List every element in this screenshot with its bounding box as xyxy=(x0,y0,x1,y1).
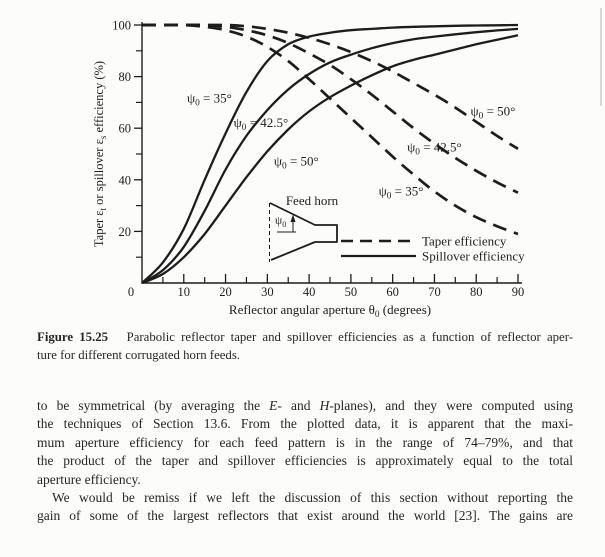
text-line: ture for different corrugated horn feeds… xyxy=(37,348,241,362)
y-tick-label: 20 xyxy=(119,225,132,239)
spillover-42.5deg-curve xyxy=(141,27,519,284)
text-line: the product of the taper and spillover e… xyxy=(37,453,573,469)
x-tick-label: 0 xyxy=(128,285,134,299)
feed-horn-outline xyxy=(269,202,338,261)
axes: 0 10 20 30 40 50 60 70 80 90 20 40 60 80 100 xyxy=(112,19,524,300)
taper-42.5deg-curve xyxy=(142,23,519,194)
text-line: gain of some of the largest reflectors t… xyxy=(37,508,573,524)
y-tick-label: 40 xyxy=(119,173,132,187)
text-line: the techniques of Section 13.6. From the… xyxy=(37,416,573,432)
legend-label: Spillover efficiency xyxy=(422,249,525,264)
taper-50deg-curve xyxy=(142,23,519,150)
spillover-42.5deg-label: ψ0 = 42.5° xyxy=(234,115,289,133)
legend-label: Taper efficiency xyxy=(422,234,507,249)
figure-caption: Figure 15.25 Parabolic reflector taper a… xyxy=(37,328,573,364)
x-tick-label: 40 xyxy=(303,285,316,299)
x-tick-label: 70 xyxy=(428,285,441,299)
body-text: to be symmetrical (by averaging the E- a… xyxy=(37,397,573,526)
x-tick-label: 80 xyxy=(470,285,483,299)
y-tick-label: 80 xyxy=(119,70,132,84)
text-line: mum aperture efficiency for each feed pa… xyxy=(37,434,573,450)
y-tick-label: 100 xyxy=(112,19,131,33)
text-line: We would be remiss if we left the discus… xyxy=(52,490,573,506)
taper-35deg-curve xyxy=(142,23,519,236)
efficiency-chart: 0 10 20 30 40 50 60 70 80 90 20 40 60 80 100 Reflector … xyxy=(92,19,525,321)
spillover-35deg-curve xyxy=(141,23,519,284)
angle-arrow-head xyxy=(290,214,296,222)
x-tick-label: 20 xyxy=(219,285,232,299)
x-tick-label: 10 xyxy=(178,285,191,299)
x-tick-label: 50 xyxy=(345,285,358,299)
text-line: Figure 15.25 Parabolic reflector taper a… xyxy=(37,330,573,344)
x-axis-title: Reflector angular aperture θ0 (degrees) xyxy=(229,302,431,320)
y-tick-label: 60 xyxy=(119,122,132,136)
text-line: to be symmetrical (by averaging the E- a… xyxy=(37,398,574,413)
x-tick-label: 90 xyxy=(512,285,525,299)
x-tick-label: 60 xyxy=(386,285,399,299)
taper-35deg-label: ψ0 = 35° xyxy=(379,183,424,201)
figure-15-25: 0 10 20 30 40 50 60 70 80 90 20 40 60 80 100 Reflector … xyxy=(92,19,525,321)
spillover-35deg-label: ψ0 = 35° xyxy=(187,91,232,109)
y-axis-title: Taper εt or spillover εs efficiency (%) xyxy=(92,61,108,247)
psi0-angle-label: ψ0 xyxy=(275,215,286,229)
page-edge-line xyxy=(600,8,602,106)
text-line: aperture efficiency. xyxy=(37,471,141,487)
feed-horn-label: Feed horn xyxy=(286,193,339,208)
x-tick-label: 30 xyxy=(261,285,274,299)
spillover-50deg-label: ψ0 = 50° xyxy=(274,154,319,172)
taper-42.5deg-label: ψ0 = 42.5° xyxy=(407,140,462,158)
taper-50deg-label: ψ0 = 50° xyxy=(471,103,516,121)
